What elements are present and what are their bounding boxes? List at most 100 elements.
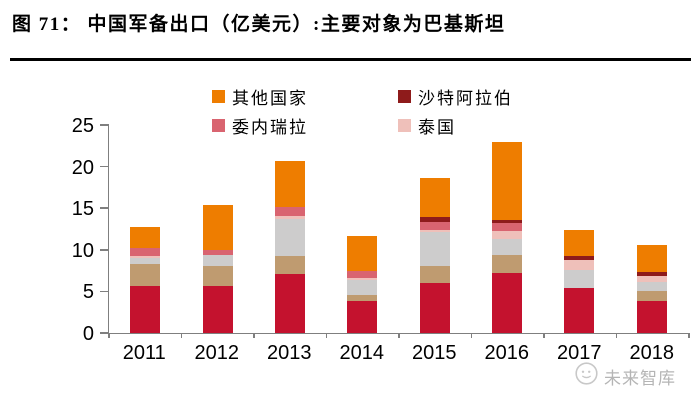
x-tick-label: 2013 (267, 342, 312, 364)
y-tick-label: 25 (71, 115, 94, 137)
bar-segment (564, 288, 595, 333)
bar-segment (419, 221, 450, 230)
bar-segment (636, 244, 667, 273)
bar-2013 (274, 160, 305, 333)
x-axis-labels: 2011 2012 2013 2014 2015 2016 2017 2018 (108, 342, 688, 365)
bar-slot (109, 126, 181, 333)
bar-segment (202, 249, 233, 255)
bar-segment (130, 255, 161, 259)
legend-item: 泰国 (398, 113, 513, 138)
bar-segment (274, 219, 305, 257)
chart: 0 5 10 15 20 25 2011 2012 2013 2014 2015 2016 2017 2… (60, 115, 700, 377)
bar-segment (274, 215, 305, 220)
bar-segment (130, 286, 161, 333)
legend-label: 泰国 (418, 118, 456, 137)
bar-segment (636, 300, 667, 333)
legend: 其他国家 沙特阿拉伯委内瑞拉 泰国 (212, 84, 513, 138)
bar-segment (202, 286, 233, 333)
x-tick-label: 2017 (557, 342, 602, 364)
bar-segment (347, 300, 378, 333)
bar-segment (347, 235, 378, 272)
legend-swatch (212, 119, 225, 132)
bar-2015 (419, 178, 450, 333)
x-tick-mark (253, 333, 255, 338)
bar-slot (254, 126, 326, 333)
bar-slot (616, 126, 688, 333)
bar-segment (419, 232, 450, 266)
y-tick-mark (100, 207, 109, 209)
y-tick-mark (100, 124, 109, 126)
legend-swatch (398, 119, 411, 132)
x-tick-label: 2016 (484, 342, 530, 364)
legend-item: 其他国家 (212, 84, 398, 109)
bar-segment (564, 269, 595, 289)
plot-area (100, 124, 690, 338)
bar-2018 (636, 244, 667, 333)
bar-2014 (347, 235, 378, 333)
title-divider (10, 58, 691, 61)
bar-segment (419, 178, 450, 218)
y-tick-label: 20 (71, 156, 94, 179)
x-tick-mark (470, 333, 473, 338)
bar-segment (274, 206, 305, 216)
bar-segment (419, 217, 450, 222)
bar-segment (347, 294, 378, 301)
bar-segment (636, 291, 667, 301)
watermark: 未来智库 (574, 361, 676, 391)
x-tick-label: 2011 (122, 342, 166, 364)
bar-segment (130, 263, 161, 287)
x-tick-label: 2015 (412, 342, 457, 364)
x-tick-mark (398, 333, 400, 338)
legend-item: 沙特阿拉伯 (398, 84, 513, 109)
y-tick-label: 10 (71, 239, 94, 262)
bar-segment (419, 265, 450, 284)
y-tick-label: 0 (82, 323, 94, 345)
watermark-text: 未来智库 (604, 368, 676, 388)
bar-slot (181, 126, 253, 333)
legend-swatch (212, 90, 225, 103)
legend-swatch (398, 90, 411, 103)
legend-label: 委内瑞拉 (232, 118, 308, 137)
bar-segment (202, 265, 233, 287)
bar-segment (636, 276, 667, 283)
bar-slot (326, 126, 398, 333)
x-tick-mark (325, 333, 328, 338)
bar-segment (274, 273, 305, 333)
bar-segment (636, 282, 667, 292)
bar-segment (492, 230, 523, 240)
bar-segment (636, 272, 667, 277)
bar-segment (130, 258, 161, 264)
bar-segment (492, 254, 523, 274)
y-tick-label: 15 (71, 198, 94, 221)
bar-segment (564, 255, 595, 260)
x-tick-mark (180, 333, 183, 338)
bar-segment (202, 254, 233, 266)
y-tick-mark (100, 290, 109, 293)
bar-segment (492, 219, 523, 224)
bar-segment (564, 229, 595, 256)
x-tick-label: 2012 (194, 342, 240, 364)
bar-segment (492, 273, 523, 333)
x-tick-mark (688, 333, 690, 338)
bar-segment (274, 256, 305, 274)
page-title: 图 71： 中国军备出口（亿美元）:主要对象为巴基斯坦 (12, 14, 506, 35)
x-tick-mark (543, 333, 545, 338)
bar-segment (347, 279, 378, 295)
y-tick-mark (100, 165, 109, 168)
bar-segment (274, 160, 305, 207)
x-tick-mark (615, 333, 618, 338)
bar-slot (471, 126, 543, 333)
bar-segment (492, 239, 523, 255)
watermark-logo-icon (574, 361, 599, 391)
bar-segment (419, 229, 450, 233)
bar-segment (347, 271, 378, 279)
bar-segment (564, 259, 595, 270)
x-tick-label: 2014 (339, 342, 385, 364)
y-tick-mark (100, 249, 109, 251)
bar-slot (543, 126, 615, 333)
bar-2016 (492, 141, 523, 333)
x-tick-label: 2018 (629, 342, 675, 364)
bar-2012 (202, 204, 233, 333)
x-tick-mark (108, 333, 110, 338)
bar-segment (130, 227, 161, 249)
